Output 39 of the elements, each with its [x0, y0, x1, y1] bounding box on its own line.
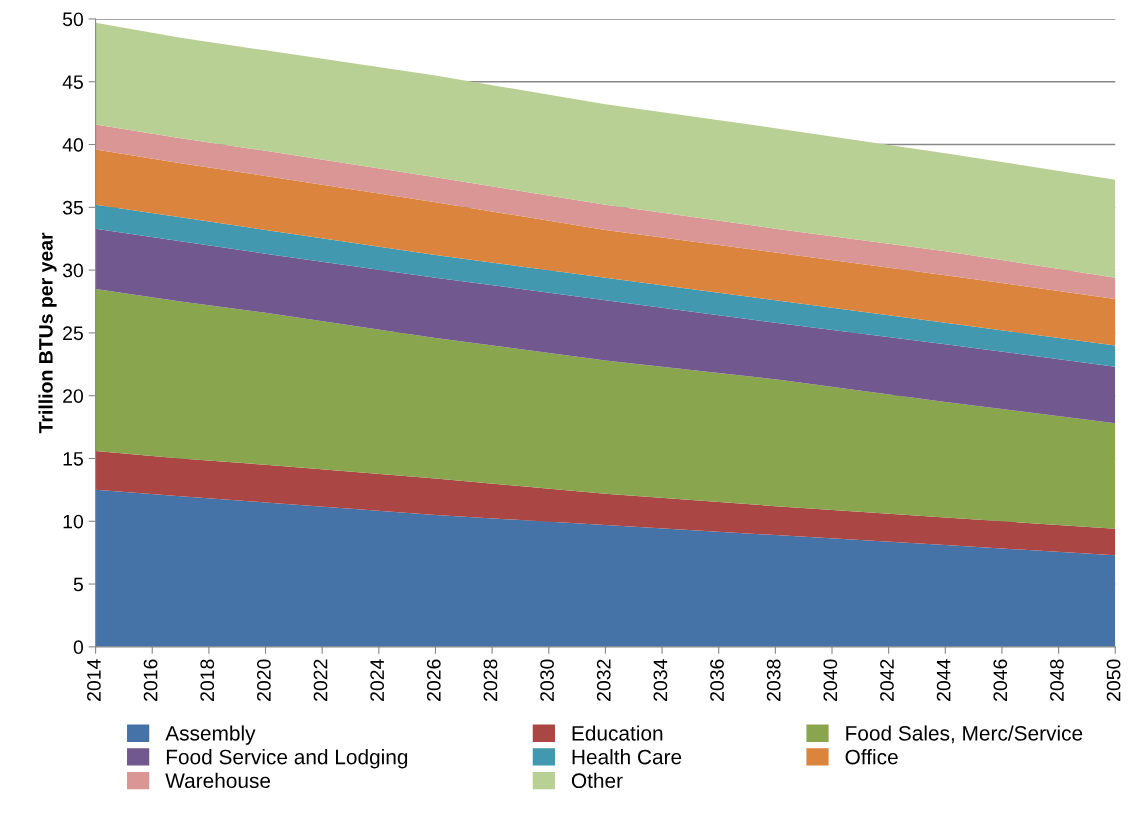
x-tick-label: 2028: [483, 659, 498, 701]
legend-label: Education: [572, 725, 663, 741]
y-tick-label: 40: [62, 138, 84, 152]
y-tick-label: 20: [63, 389, 84, 403]
y-tick-label: 15: [63, 452, 83, 466]
legend-label: Assembly: [165, 725, 256, 745]
x-tick-label: 2032: [596, 659, 611, 701]
y-tick-label: 35: [62, 200, 83, 215]
x-tick-label: 2022: [313, 659, 328, 701]
legend-label: Other: [571, 772, 623, 789]
x-tick-label: 2038: [766, 659, 781, 701]
x-tick-label: 2036: [710, 659, 724, 701]
x-tick-label: 2020: [256, 659, 271, 701]
x-tick-label: 2016: [143, 659, 158, 701]
legend-label: Food Service and Lodging: [166, 749, 408, 769]
x-tick-label: 2050: [1106, 659, 1121, 701]
x-tick-label: 2042: [880, 659, 894, 701]
x-tick-label: 2026: [426, 659, 441, 701]
legend-label: Warehouse: [165, 772, 271, 789]
y-tick-label: 0: [73, 640, 84, 655]
x-tick-label: 2024: [370, 659, 385, 701]
y-tick-label: 5: [73, 577, 83, 592]
y-tick-label: 45: [62, 75, 83, 89]
x-tick-label: 2044: [936, 659, 951, 701]
x-tick-label: 2014: [87, 659, 101, 701]
x-tick-label: 2030: [540, 659, 554, 701]
y-axis-title: Trillion BTUs per year: [38, 232, 57, 434]
legend-label: Food Sales, Merc/Service: [846, 725, 1083, 744]
y-tick-label: 25: [63, 326, 83, 341]
x-tick-label: 2018: [200, 659, 215, 701]
legend-label: Health Care: [572, 749, 682, 765]
x-tick-label: 2034: [653, 659, 668, 701]
y-tick-label: 30: [62, 263, 84, 278]
x-tick-label: 2040: [823, 659, 838, 701]
x-tick-label: 2048: [1050, 659, 1064, 701]
y-tick-label: 50: [62, 12, 84, 27]
y-tick-label: 10: [63, 514, 84, 529]
x-tick-label: 2046: [993, 659, 1008, 701]
legend-label: Office: [845, 749, 898, 765]
